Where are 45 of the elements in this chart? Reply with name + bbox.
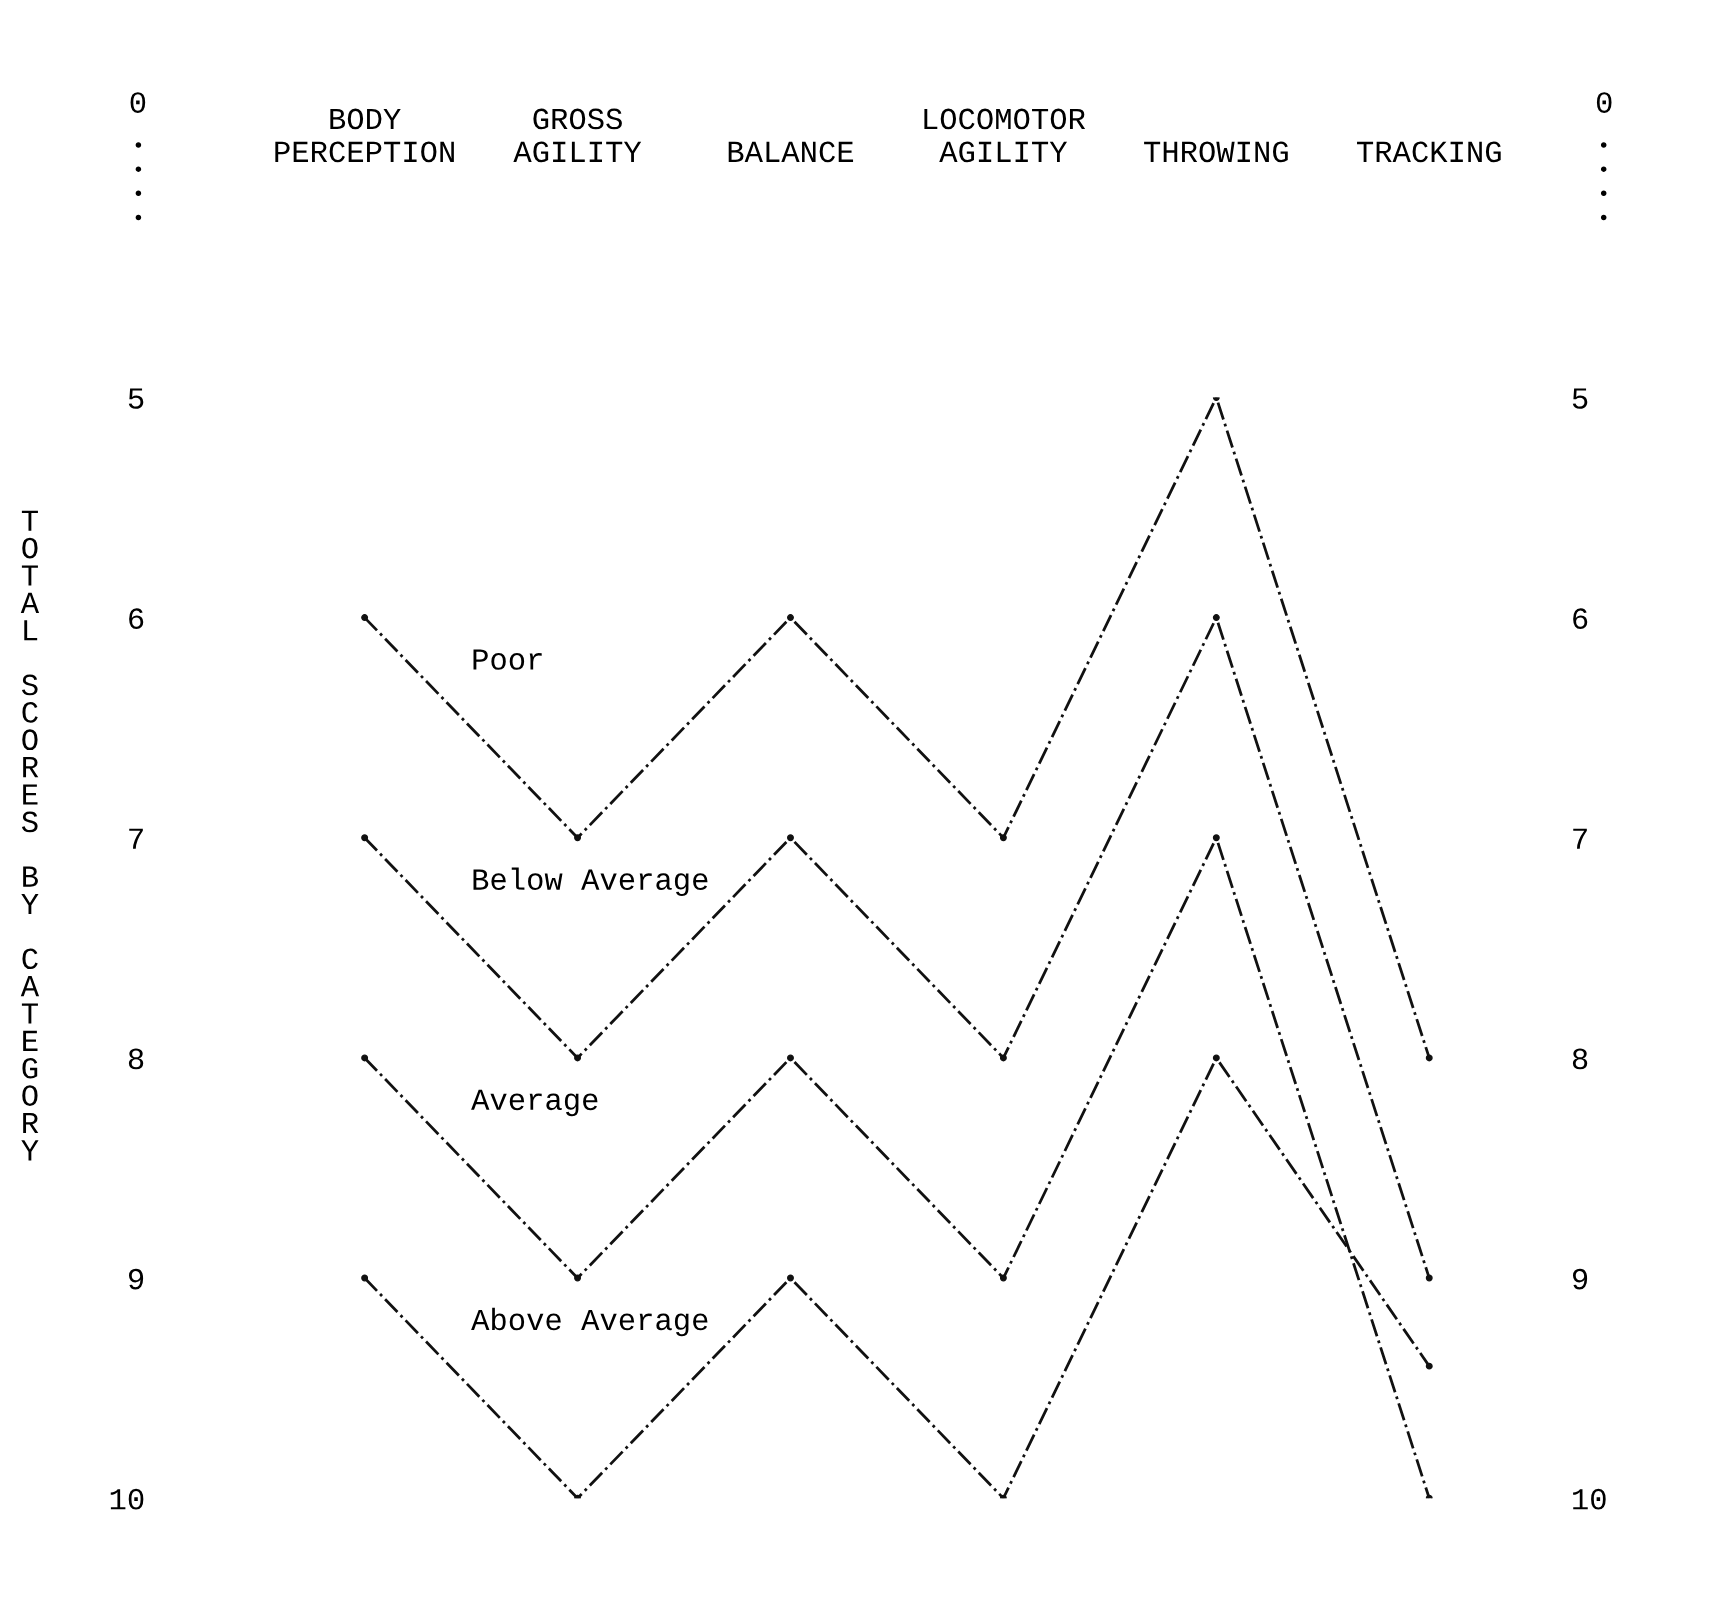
x-tick-label: LOCOMOTOR AGILITY <box>924 108 1086 163</box>
series-label: Poor <box>473 649 542 670</box>
x-tick-label: BALANCE <box>728 141 854 163</box>
point <box>574 1274 582 1282</box>
y-tick-label: 7 <box>129 828 143 849</box>
point <box>999 834 1007 842</box>
y-tick-label: 6 <box>129 608 144 629</box>
point <box>999 1274 1007 1282</box>
series-label: Average <box>471 1089 598 1117</box>
y-tick-label: 8 <box>128 1048 144 1070</box>
y2-tick-label: 7 <box>1573 828 1587 849</box>
y2-tick-label: 9 <box>1572 1268 1588 1290</box>
y-tick-label: 10 <box>110 1488 144 1510</box>
point <box>1425 1274 1433 1282</box>
point <box>361 1054 369 1062</box>
point <box>999 1054 1007 1062</box>
point <box>361 1274 369 1282</box>
point <box>361 834 369 842</box>
series-label: Above Average <box>471 1307 708 1337</box>
series-label: Below Average <box>473 867 708 897</box>
y2-tick-label: 5 <box>1572 388 1588 409</box>
point <box>787 1054 794 1062</box>
point <box>787 834 794 842</box>
y2-tick-label: 8 <box>1572 1048 1588 1070</box>
text: TOTAL SCORES BY CATEGORY <box>20 510 40 1161</box>
point <box>1425 1054 1433 1062</box>
point <box>1425 1362 1433 1370</box>
point <box>1212 834 1220 842</box>
y-tick-label: 9 <box>128 1268 144 1290</box>
point <box>574 1054 582 1062</box>
point <box>787 614 794 622</box>
y2-tick-label: 10 <box>1573 1488 1606 1510</box>
text: 0 <box>130 92 146 113</box>
point <box>1212 1054 1220 1062</box>
x-tick-label: THROWING <box>1144 141 1288 163</box>
point <box>574 834 582 842</box>
point <box>1212 614 1220 622</box>
x-tick-label: BODY PERCEPTION <box>275 108 454 163</box>
x-tick-label: GROSS AGILITY <box>513 108 642 163</box>
x-tick-label: TRACKING <box>1357 141 1501 163</box>
y2-tick-label: 6 <box>1573 608 1588 629</box>
point <box>787 1274 794 1282</box>
point <box>361 614 369 622</box>
y-tick-label: 5 <box>128 388 144 409</box>
text: 0 <box>1596 92 1612 113</box>
